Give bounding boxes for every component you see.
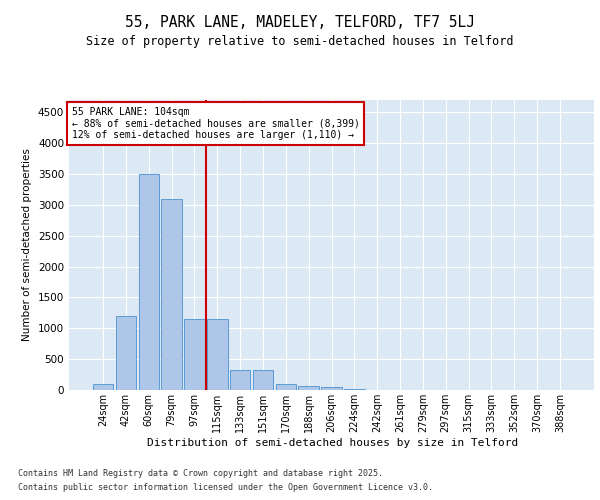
Bar: [298, 386, 319, 390]
Bar: [93, 384, 113, 390]
Y-axis label: Number of semi-detached properties: Number of semi-detached properties: [22, 148, 32, 342]
Text: Contains HM Land Registry data © Crown copyright and database right 2025.: Contains HM Land Registry data © Crown c…: [18, 470, 383, 478]
Bar: [207, 319, 227, 390]
Bar: [275, 384, 296, 390]
Text: 55, PARK LANE, MADELEY, TELFORD, TF7 5LJ: 55, PARK LANE, MADELEY, TELFORD, TF7 5LJ: [125, 15, 475, 30]
Bar: [139, 174, 159, 390]
Text: Size of property relative to semi-detached houses in Telford: Size of property relative to semi-detach…: [86, 34, 514, 48]
Text: Distribution of semi-detached houses by size in Telford: Distribution of semi-detached houses by …: [148, 438, 518, 448]
Bar: [253, 370, 273, 390]
Bar: [116, 316, 136, 390]
Text: 55 PARK LANE: 104sqm
← 88% of semi-detached houses are smaller (8,399)
12% of se: 55 PARK LANE: 104sqm ← 88% of semi-detac…: [71, 108, 359, 140]
Bar: [161, 198, 182, 390]
Bar: [230, 370, 250, 390]
Text: Contains public sector information licensed under the Open Government Licence v3: Contains public sector information licen…: [18, 483, 433, 492]
Bar: [321, 387, 342, 390]
Bar: [184, 319, 205, 390]
